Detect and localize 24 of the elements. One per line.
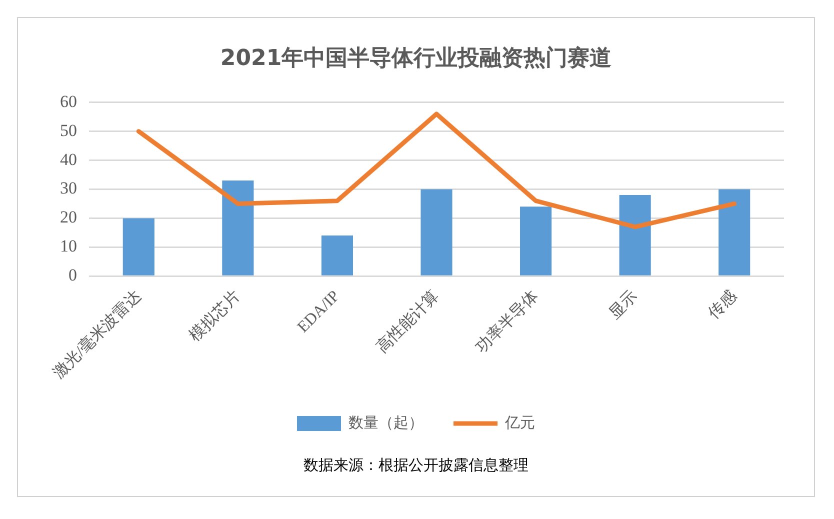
x-tick-label: 传感 <box>704 286 740 322</box>
source-note: 数据来源：根据公开披露信息整理 <box>304 456 528 474</box>
bar <box>420 189 452 276</box>
y-tick-label: 20 <box>60 208 77 227</box>
bar <box>619 195 651 276</box>
x-tick-label: 模拟芯片 <box>186 286 244 345</box>
bar <box>718 189 750 276</box>
bar <box>222 180 254 276</box>
bar <box>321 236 353 276</box>
x-tick-label: 功率半导体 <box>472 286 542 356</box>
y-tick-label: 10 <box>60 236 77 256</box>
bar <box>520 206 552 276</box>
bar <box>122 218 154 276</box>
chart-title: 2021年中国半导体行业投融资热门赛道 <box>220 44 612 71</box>
y-tick-label: 60 <box>60 92 77 111</box>
y-tick-label: 30 <box>60 178 77 198</box>
legend-label: 数量（起） <box>348 413 424 432</box>
y-tick-label: 0 <box>68 266 77 285</box>
x-tick-label: 激光/毫米波雷达 <box>49 286 144 382</box>
x-tick-label: 显示 <box>606 288 641 322</box>
x-tick-label: 高性能计算 <box>373 286 442 356</box>
y-tick-label: 40 <box>60 150 77 169</box>
legend-label: 亿元 <box>504 413 535 432</box>
y-tick-label: 50 <box>60 120 77 140</box>
